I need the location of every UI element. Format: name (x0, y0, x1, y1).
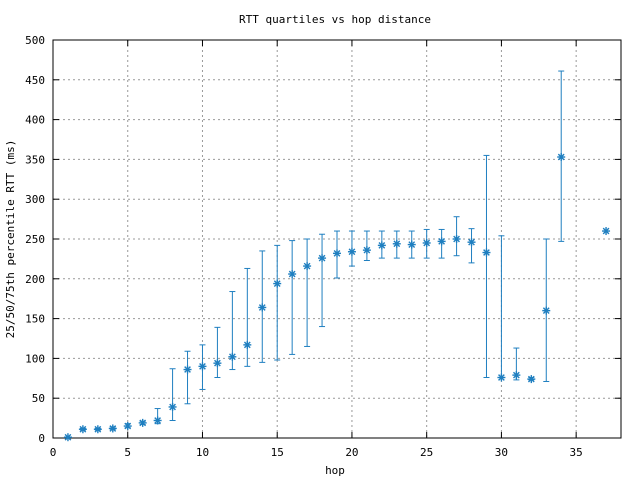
y-tick-label: 0 (38, 432, 45, 445)
x-axis-label: hop (325, 464, 345, 477)
data-point (213, 359, 222, 368)
data-point (78, 425, 87, 434)
data-point (482, 248, 491, 257)
data-point (168, 402, 177, 411)
data-point (153, 416, 162, 425)
chart-title: RTT quartiles vs hop distance (239, 13, 431, 26)
error-bar (498, 235, 505, 379)
data-point (377, 241, 386, 250)
data-point (422, 238, 431, 247)
error-bar (319, 233, 326, 328)
data-point (303, 262, 312, 271)
error-bar (483, 154, 490, 379)
error-bar (304, 238, 311, 347)
data-point (512, 371, 521, 380)
data-point (243, 340, 252, 349)
y-axis-label: 25/50/75th percentile RTT (ms) (4, 140, 17, 339)
data-point (183, 365, 192, 374)
data-point (198, 362, 207, 371)
error-bar (274, 244, 281, 361)
x-tick-label: 15 (271, 446, 284, 459)
error-bar (244, 267, 251, 367)
data-point (123, 422, 132, 431)
data-point (467, 238, 476, 247)
y-tick-label: 500 (25, 34, 45, 47)
y-tick-label: 250 (25, 233, 45, 246)
data-point (138, 418, 147, 427)
y-tick-label: 100 (25, 352, 45, 365)
x-tick-label: 0 (50, 446, 57, 459)
data-point (527, 375, 536, 384)
error-bar (184, 350, 191, 405)
error-bar (169, 368, 176, 421)
x-tick-label: 25 (420, 446, 433, 459)
data-point (288, 270, 297, 279)
data-point (542, 306, 551, 315)
data-point (93, 425, 102, 434)
data-point (347, 247, 356, 256)
y-tick-label: 200 (25, 273, 45, 286)
x-tick-label: 30 (495, 446, 508, 459)
data-point (273, 279, 282, 288)
y-tick-label: 400 (25, 114, 45, 127)
error-bars (79, 70, 565, 431)
data-point (437, 237, 446, 246)
y-tick-label: 150 (25, 313, 45, 326)
data-point (497, 373, 506, 382)
data-point (557, 153, 566, 162)
data-point (362, 246, 371, 255)
y-tick-label: 50 (32, 392, 45, 405)
error-bar (289, 240, 296, 355)
data-point (258, 303, 267, 312)
y-tick-label: 300 (25, 193, 45, 206)
data-point (602, 227, 611, 236)
data-point (108, 424, 117, 433)
axis-ticks: 0 50 100 150 200 250 300 350 400 450 500 0 5 10 15 20 25… (25, 34, 621, 459)
data-point (407, 240, 416, 249)
data-point (392, 239, 401, 248)
y-tick-label: 350 (25, 153, 45, 166)
x-tick-label: 5 (124, 446, 131, 459)
x-tick-label: 35 (570, 446, 583, 459)
data-point (333, 249, 341, 258)
x-tick-label: 20 (345, 446, 358, 459)
data-point (63, 433, 72, 442)
data-markers (63, 153, 611, 442)
data-point (228, 352, 237, 361)
x-tick-label: 10 (196, 446, 209, 459)
data-point (452, 235, 461, 243)
error-bar (214, 326, 221, 379)
error-bar (363, 230, 370, 261)
data-point (318, 254, 327, 263)
y-tick-label: 450 (25, 74, 45, 87)
